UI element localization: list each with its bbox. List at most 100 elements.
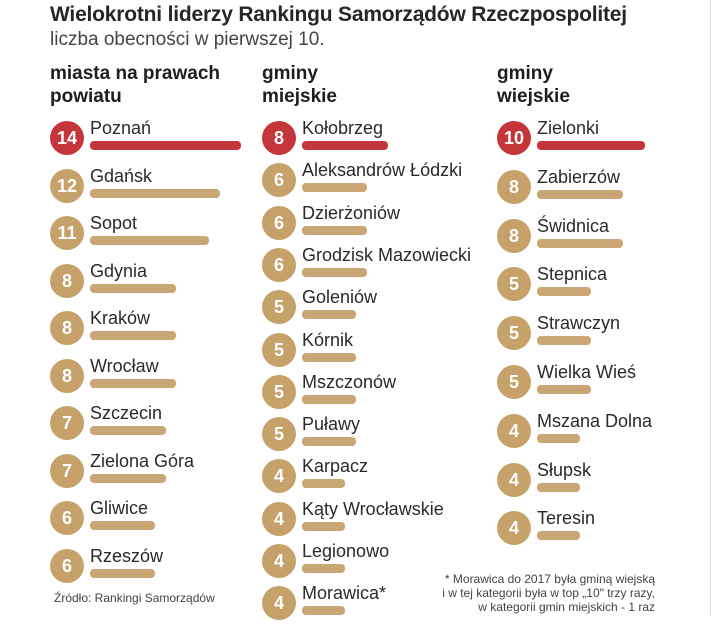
value-badge: 12 xyxy=(50,169,84,203)
item-label: Karpacz xyxy=(302,456,369,476)
footnote-line: w kategorii gmin miejskich - 1 raz xyxy=(478,600,655,614)
bar xyxy=(537,336,591,345)
value-badge: 4 xyxy=(262,586,296,620)
bar xyxy=(302,141,388,150)
value-badge: 5 xyxy=(497,365,531,399)
item-label: Rzeszów xyxy=(90,546,164,566)
bar xyxy=(90,569,155,578)
value-badge: 10 xyxy=(497,121,531,155)
bar xyxy=(302,437,356,446)
value-badge: 5 xyxy=(262,375,296,409)
value-badge: 6 xyxy=(50,501,84,535)
bar xyxy=(90,426,166,435)
value-badge: 7 xyxy=(50,454,84,488)
item-label: Zabierzów xyxy=(537,167,621,187)
value-badge: 5 xyxy=(262,333,296,367)
bar xyxy=(537,483,580,492)
value-badge: 8 xyxy=(262,121,296,155)
value-badge: 6 xyxy=(50,549,84,583)
item-label: Stepnica xyxy=(537,264,608,284)
column-heading-line: gminy xyxy=(262,63,318,84)
item-label: Gdańsk xyxy=(90,166,153,186)
bar xyxy=(537,141,645,150)
bar xyxy=(302,310,356,319)
item-label: Szczecin xyxy=(90,403,163,423)
bar xyxy=(537,531,580,540)
bar xyxy=(537,190,623,199)
bar xyxy=(537,385,591,394)
value-badge: 4 xyxy=(262,544,296,578)
bar xyxy=(90,236,209,245)
bar xyxy=(537,287,591,296)
value-badge: 4 xyxy=(262,459,296,493)
item-label: Kórnik xyxy=(302,330,354,350)
value-badge: 4 xyxy=(497,414,531,448)
chart-subtitle: liczba obecności w pierwszej 10. xyxy=(50,29,325,50)
bar xyxy=(537,434,580,443)
column-heading-line: gminy xyxy=(497,63,553,84)
item-label: Morawica* xyxy=(302,583,387,603)
value-badge: 4 xyxy=(497,511,531,545)
item-label: Poznań xyxy=(90,118,152,138)
item-label: Dzierżoniów xyxy=(302,203,401,223)
bar xyxy=(302,522,345,531)
value-badge: 6 xyxy=(262,206,296,240)
value-badge: 8 xyxy=(50,264,84,298)
value-badge: 6 xyxy=(262,248,296,282)
bar xyxy=(302,606,345,615)
value-badge: 8 xyxy=(497,170,531,204)
item-label: Zielona Góra xyxy=(90,451,195,471)
value-badge: 8 xyxy=(50,311,84,345)
bar xyxy=(302,564,345,573)
bar xyxy=(537,239,623,248)
item-label: Kraków xyxy=(90,308,151,328)
footnote: * Morawica do 2017 była gminą wiejską i … xyxy=(442,572,655,614)
bar xyxy=(302,268,367,277)
column-heading: miasta na prawach powiatu xyxy=(50,62,220,108)
item-label: Goleniów xyxy=(302,287,378,307)
column-heading: gminy miejskie xyxy=(262,62,337,108)
item-label: Grodzisk Mazowiecki xyxy=(302,245,472,265)
item-label: Puławy xyxy=(302,414,361,434)
chart-title: Wielokrotni liderzy Rankingu Samorządów … xyxy=(50,3,627,26)
value-badge: 5 xyxy=(262,417,296,451)
item-label: Zielonki xyxy=(537,118,600,138)
item-label: Legionowo xyxy=(302,541,390,561)
value-badge: 5 xyxy=(262,290,296,324)
bar xyxy=(90,189,220,198)
item-label: Gliwice xyxy=(90,498,149,518)
bar xyxy=(90,379,176,388)
bar xyxy=(90,521,155,530)
item-label: Wrocław xyxy=(90,356,159,376)
value-badge: 5 xyxy=(497,316,531,350)
bar xyxy=(90,141,241,150)
value-badge: 4 xyxy=(497,463,531,497)
item-label: Kołobrzeg xyxy=(302,118,384,138)
value-badge: 6 xyxy=(262,163,296,197)
item-label: Gdynia xyxy=(90,261,148,281)
value-badge: 8 xyxy=(50,359,84,393)
item-label: Sopot xyxy=(90,213,138,233)
source-note: Źródło: Rankingi Samorządów xyxy=(54,591,215,605)
bar xyxy=(90,474,166,483)
item-label: Mszana Dolna xyxy=(537,411,653,431)
item-label: Teresin xyxy=(537,508,596,528)
value-badge: 5 xyxy=(497,267,531,301)
bar xyxy=(302,226,367,235)
column-heading: gminy wiejskie xyxy=(497,62,570,108)
value-badge: 11 xyxy=(50,216,84,250)
value-badge: 4 xyxy=(262,502,296,536)
value-badge: 8 xyxy=(497,219,531,253)
bar xyxy=(90,331,176,340)
value-badge: 14 xyxy=(50,121,84,155)
column-heading-line: miasta na prawach xyxy=(50,63,221,84)
item-label: Świdnica xyxy=(537,216,610,236)
footnote-line: i w tej kategorii była w top „10" trzy r… xyxy=(442,586,655,600)
footnote-line: * Morawica do 2017 była gminą wiejską xyxy=(444,572,655,586)
item-label: Kąty Wrocławskie xyxy=(302,499,444,519)
item-label: Mszczonów xyxy=(302,372,397,392)
bar xyxy=(90,284,176,293)
bar xyxy=(302,395,356,404)
column-heading-line: miejskie xyxy=(262,86,337,107)
column-heading-line: wiejskie xyxy=(497,86,570,107)
